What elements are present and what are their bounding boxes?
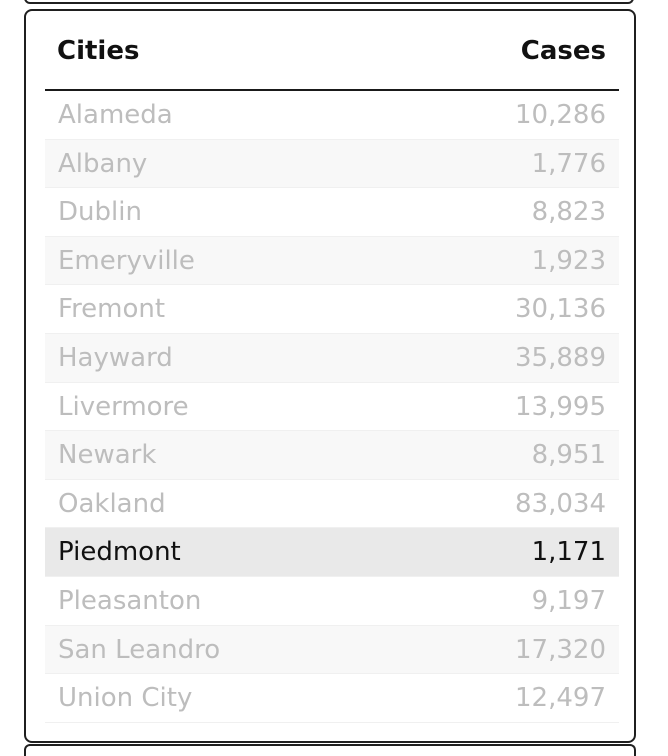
- row-cases: 9,197: [531, 585, 606, 616]
- previous-panel-edge: [24, 0, 634, 4]
- table-row[interactable]: Oakland 83,034: [45, 480, 619, 529]
- row-city: Fremont: [58, 294, 166, 325]
- row-city: Albany: [58, 148, 148, 179]
- column-header-cities[interactable]: Cities: [57, 36, 140, 66]
- row-cases: 17,320: [515, 634, 606, 665]
- row-city: San Leandro: [58, 634, 221, 665]
- row-city: Newark: [58, 440, 157, 471]
- row-cases: 8,823: [531, 197, 606, 228]
- row-cases: 13,995: [515, 391, 606, 422]
- table-row[interactable]: Alameda 10,286: [45, 91, 619, 140]
- column-header-cases[interactable]: Cases: [520, 36, 606, 66]
- next-panel-edge: [24, 744, 636, 756]
- table-row[interactable]: Livermore 13,995: [45, 383, 619, 432]
- table-row[interactable]: Emeryville 1,923: [45, 236, 619, 286]
- cities-cases-table: Cities Cases Alameda 10,286 Albany 1,776…: [45, 11, 619, 723]
- row-cases: 35,889: [515, 342, 606, 373]
- table-row[interactable]: Albany 1,776: [45, 139, 619, 189]
- row-cases: 1,776: [531, 148, 606, 179]
- row-city: Pleasanton: [58, 585, 202, 616]
- row-cases: 30,136: [515, 294, 606, 325]
- table-header: Cities Cases: [45, 11, 619, 91]
- row-city: Piedmont: [58, 537, 181, 568]
- row-city: Emeryville: [58, 245, 195, 276]
- row-city: Livermore: [58, 391, 189, 422]
- table-row[interactable]: Fremont 30,136: [45, 285, 619, 334]
- cities-cases-table-card: Cities Cases Alameda 10,286 Albany 1,776…: [24, 9, 636, 743]
- row-city: Dublin: [58, 197, 142, 228]
- row-city: Union City: [58, 683, 193, 714]
- row-cases: 8,951: [531, 440, 606, 471]
- table-row[interactable]: Union City 12,497: [45, 674, 619, 723]
- row-cases: 10,286: [515, 100, 606, 130]
- row-city: Alameda: [58, 100, 173, 130]
- row-city: Oakland: [58, 488, 166, 519]
- row-cases: 12,497: [515, 683, 606, 714]
- row-cases: 1,171: [531, 537, 606, 568]
- row-cases: 83,034: [515, 488, 606, 519]
- table-row[interactable]: Newark 8,951: [45, 431, 619, 480]
- row-cases: 1,923: [531, 245, 606, 276]
- table-row-selected[interactable]: Piedmont 1,171: [45, 528, 619, 577]
- table-row[interactable]: Hayward 35,889: [45, 333, 619, 383]
- table-row[interactable]: Pleasanton 9,197: [45, 577, 619, 626]
- table-row[interactable]: San Leandro 17,320: [45, 625, 619, 675]
- row-city: Hayward: [58, 342, 173, 373]
- table-row[interactable]: Dublin 8,823: [45, 188, 619, 237]
